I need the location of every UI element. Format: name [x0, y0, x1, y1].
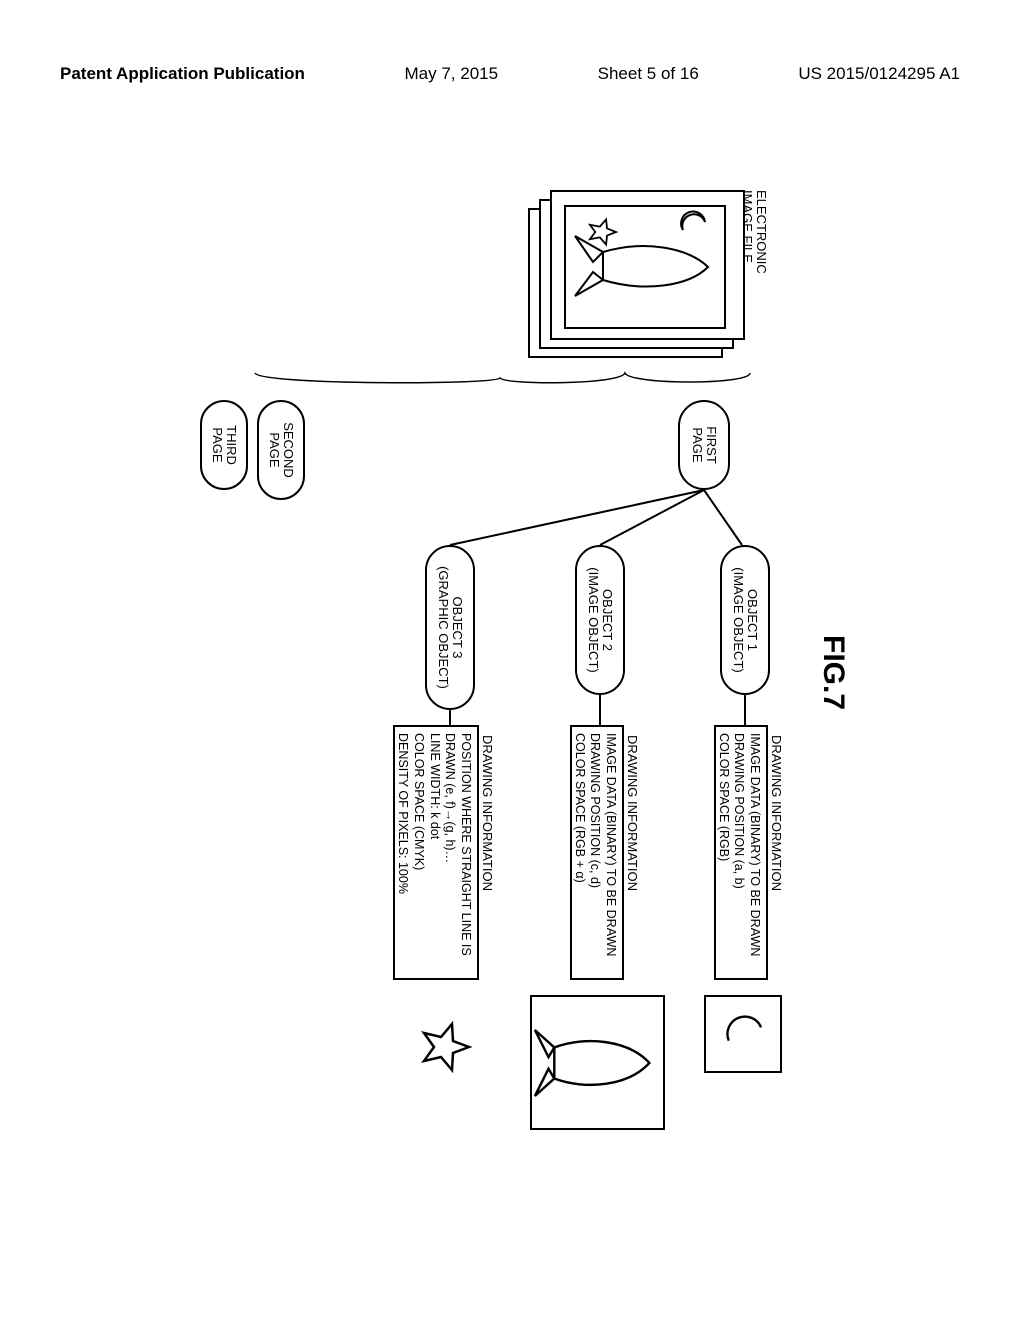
- object3-title: OBJECT 3 (GRAPHIC OBJECT): [436, 547, 465, 708]
- figure-container: FIG.7 ELECTRONIC IMAGE FILE: [120, 165, 860, 1195]
- header-publication: Patent Application Publication: [60, 64, 305, 84]
- second-page-label: SECOND PAGE: [267, 402, 296, 498]
- object1-info-label: DRAWING INFORMATION: [769, 735, 784, 891]
- rocket-icon: [532, 997, 663, 1128]
- object2-node: OBJECT 2 (IMAGE OBJECT): [575, 545, 625, 695]
- header-docnum: US 2015/0124295 A1: [798, 64, 960, 84]
- moon-icon: [706, 997, 780, 1071]
- object3-node: OBJECT 3 (GRAPHIC OBJECT): [425, 545, 475, 710]
- object1-info-text: IMAGE DATA (BINARY) TO BE DRAWN DRAWING …: [717, 733, 762, 956]
- third-page-label: THIRD PAGE: [210, 402, 239, 488]
- object1-info: IMAGE DATA (BINARY) TO BE DRAWN DRAWING …: [714, 725, 768, 980]
- object1-title: OBJECT 1 (IMAGE OBJECT): [731, 547, 760, 693]
- brace-connector: [250, 363, 750, 393]
- object3-info: POSITION WHERE STRAIGHT LINE IS DRAWN (e…: [393, 725, 479, 980]
- figure-rotated-canvas: FIG.7 ELECTRONIC IMAGE FILE: [120, 165, 860, 1195]
- object2-title: OBJECT 2 (IMAGE OBJECT): [586, 547, 615, 693]
- first-page-node: FIRST PAGE: [678, 400, 730, 490]
- object1-link: [740, 695, 750, 725]
- object2-preview: [530, 995, 665, 1130]
- first-page-label: FIRST PAGE: [690, 402, 719, 488]
- object3-info-label: DRAWING INFORMATION: [480, 735, 495, 891]
- object1-preview: [704, 995, 782, 1073]
- file-stack: [525, 190, 745, 360]
- file-page-front: [550, 190, 745, 340]
- object2-info-text: IMAGE DATA (BINARY) TO BE DRAWN DRAWING …: [573, 733, 618, 956]
- object2-link: [595, 695, 605, 725]
- second-page-node: SECOND PAGE: [257, 400, 305, 500]
- header-sheet: Sheet 5 of 16: [598, 64, 699, 84]
- third-page-node: THIRD PAGE: [200, 400, 248, 490]
- object2-info-label: DRAWING INFORMATION: [625, 735, 640, 891]
- object3-info-text: POSITION WHERE STRAIGHT LINE IS DRAWN (e…: [397, 733, 474, 956]
- page-header: Patent Application Publication May 7, 20…: [60, 64, 960, 84]
- header-date: May 7, 2015: [405, 64, 499, 84]
- star-icon: [417, 1020, 472, 1075]
- object1-node: OBJECT 1 (IMAGE OBJECT): [720, 545, 770, 695]
- file-page-art: [548, 192, 743, 342]
- object3-link: [445, 710, 455, 725]
- object2-info: IMAGE DATA (BINARY) TO BE DRAWN DRAWING …: [570, 725, 624, 980]
- figure-label: FIG.7: [816, 635, 850, 710]
